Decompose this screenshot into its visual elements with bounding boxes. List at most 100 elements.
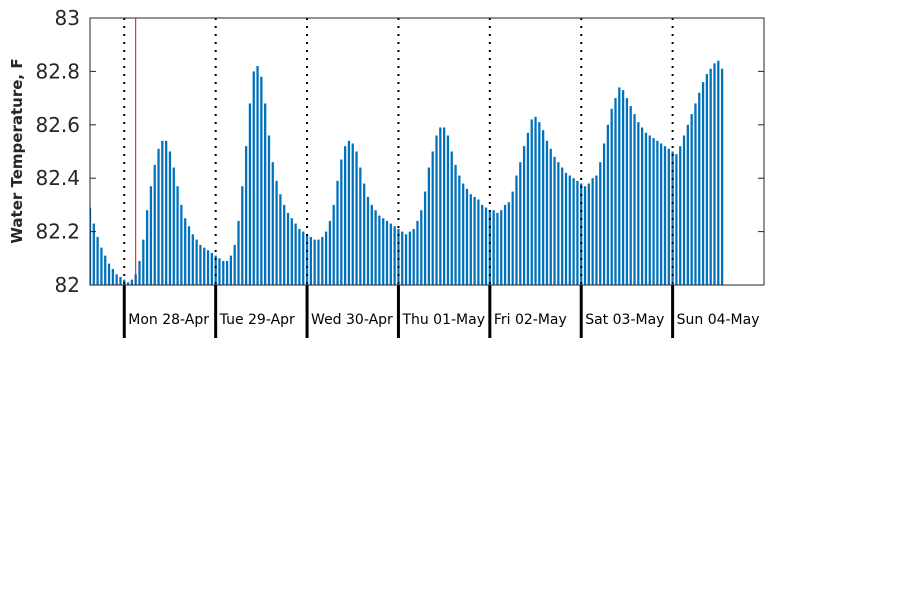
bar bbox=[561, 167, 564, 285]
bar bbox=[663, 146, 667, 285]
bar bbox=[203, 247, 206, 285]
bar bbox=[526, 132, 530, 285]
bar bbox=[366, 196, 370, 285]
bar bbox=[633, 114, 636, 286]
bar bbox=[572, 178, 575, 285]
bar bbox=[191, 234, 194, 285]
bar bbox=[237, 220, 240, 285]
day-label: Wed 30-Apr bbox=[311, 312, 393, 328]
bar bbox=[111, 268, 114, 285]
bar bbox=[465, 188, 469, 285]
bar bbox=[713, 63, 716, 285]
bar bbox=[690, 114, 693, 286]
bar bbox=[157, 148, 160, 285]
bar bbox=[625, 98, 629, 285]
bar bbox=[378, 215, 381, 285]
bar bbox=[317, 239, 320, 285]
bar bbox=[599, 162, 602, 285]
bar bbox=[184, 218, 187, 285]
bar bbox=[286, 212, 290, 285]
bar bbox=[298, 228, 301, 285]
bar bbox=[522, 146, 526, 285]
bar bbox=[511, 191, 514, 285]
bar bbox=[370, 204, 373, 285]
bar bbox=[576, 180, 579, 285]
bar bbox=[187, 226, 191, 285]
bar bbox=[142, 239, 145, 285]
bar bbox=[138, 260, 141, 285]
bar bbox=[244, 146, 248, 285]
bar bbox=[549, 148, 552, 285]
bar bbox=[568, 175, 571, 285]
day-label: Fri 02-May bbox=[494, 312, 567, 328]
bar bbox=[107, 263, 111, 285]
bar bbox=[557, 162, 560, 285]
bar bbox=[332, 204, 335, 285]
bar bbox=[321, 236, 324, 285]
bar bbox=[275, 180, 278, 285]
bar bbox=[481, 204, 484, 285]
bar bbox=[602, 143, 606, 285]
bar bbox=[92, 223, 95, 285]
bar bbox=[637, 122, 640, 285]
bar bbox=[679, 146, 682, 285]
bar bbox=[454, 164, 457, 285]
bar bbox=[698, 92, 701, 285]
bar bbox=[248, 103, 252, 285]
bar bbox=[214, 255, 217, 285]
bar bbox=[458, 175, 461, 285]
bar bbox=[355, 151, 358, 285]
day-labels: Mon 28-Apr Tue 29-Apr Wed 30-Apr Thu 01-May… bbox=[128, 312, 759, 328]
bar bbox=[328, 220, 332, 285]
bar-series bbox=[90, 60, 724, 286]
bar bbox=[652, 138, 655, 285]
bar bbox=[435, 135, 438, 285]
bar bbox=[709, 68, 712, 285]
y-tick-label: 82 bbox=[55, 273, 80, 297]
day-label: Sat 03-May bbox=[585, 312, 664, 328]
bar bbox=[271, 162, 274, 285]
bar bbox=[416, 220, 419, 285]
bar bbox=[313, 239, 316, 285]
bar bbox=[279, 194, 282, 285]
bar bbox=[492, 210, 495, 285]
bar bbox=[682, 135, 686, 285]
bar bbox=[675, 154, 678, 285]
bar bbox=[477, 199, 480, 285]
bar bbox=[545, 140, 549, 285]
bar bbox=[347, 140, 351, 285]
bar bbox=[153, 164, 156, 285]
bar bbox=[500, 210, 503, 285]
bar bbox=[267, 135, 271, 285]
bar bbox=[161, 140, 164, 285]
bar bbox=[294, 223, 297, 285]
bar bbox=[667, 148, 670, 285]
bar bbox=[340, 159, 343, 285]
bar bbox=[587, 183, 590, 285]
bar bbox=[119, 276, 122, 285]
bar bbox=[534, 116, 537, 285]
bar bbox=[450, 151, 453, 285]
bar bbox=[423, 191, 427, 285]
day-dividers bbox=[122, 18, 675, 338]
bar bbox=[195, 239, 198, 285]
bar bbox=[694, 103, 697, 285]
bar bbox=[412, 228, 415, 285]
bar bbox=[553, 156, 556, 285]
bar bbox=[660, 143, 663, 285]
bar bbox=[519, 162, 522, 285]
bar bbox=[382, 218, 385, 285]
y-axis-ticks: 82 82.2 82.4 82.6 82.8 83 bbox=[35, 6, 764, 297]
bar bbox=[363, 183, 366, 285]
bar bbox=[595, 175, 598, 285]
bar bbox=[100, 247, 103, 285]
bar bbox=[618, 87, 621, 285]
bar bbox=[168, 151, 172, 285]
bar bbox=[264, 103, 267, 285]
bar bbox=[701, 82, 705, 285]
y-tick-label: 82.6 bbox=[35, 113, 80, 137]
bar bbox=[621, 90, 625, 285]
bar bbox=[96, 236, 99, 285]
bar bbox=[130, 279, 134, 285]
bar bbox=[374, 210, 377, 285]
